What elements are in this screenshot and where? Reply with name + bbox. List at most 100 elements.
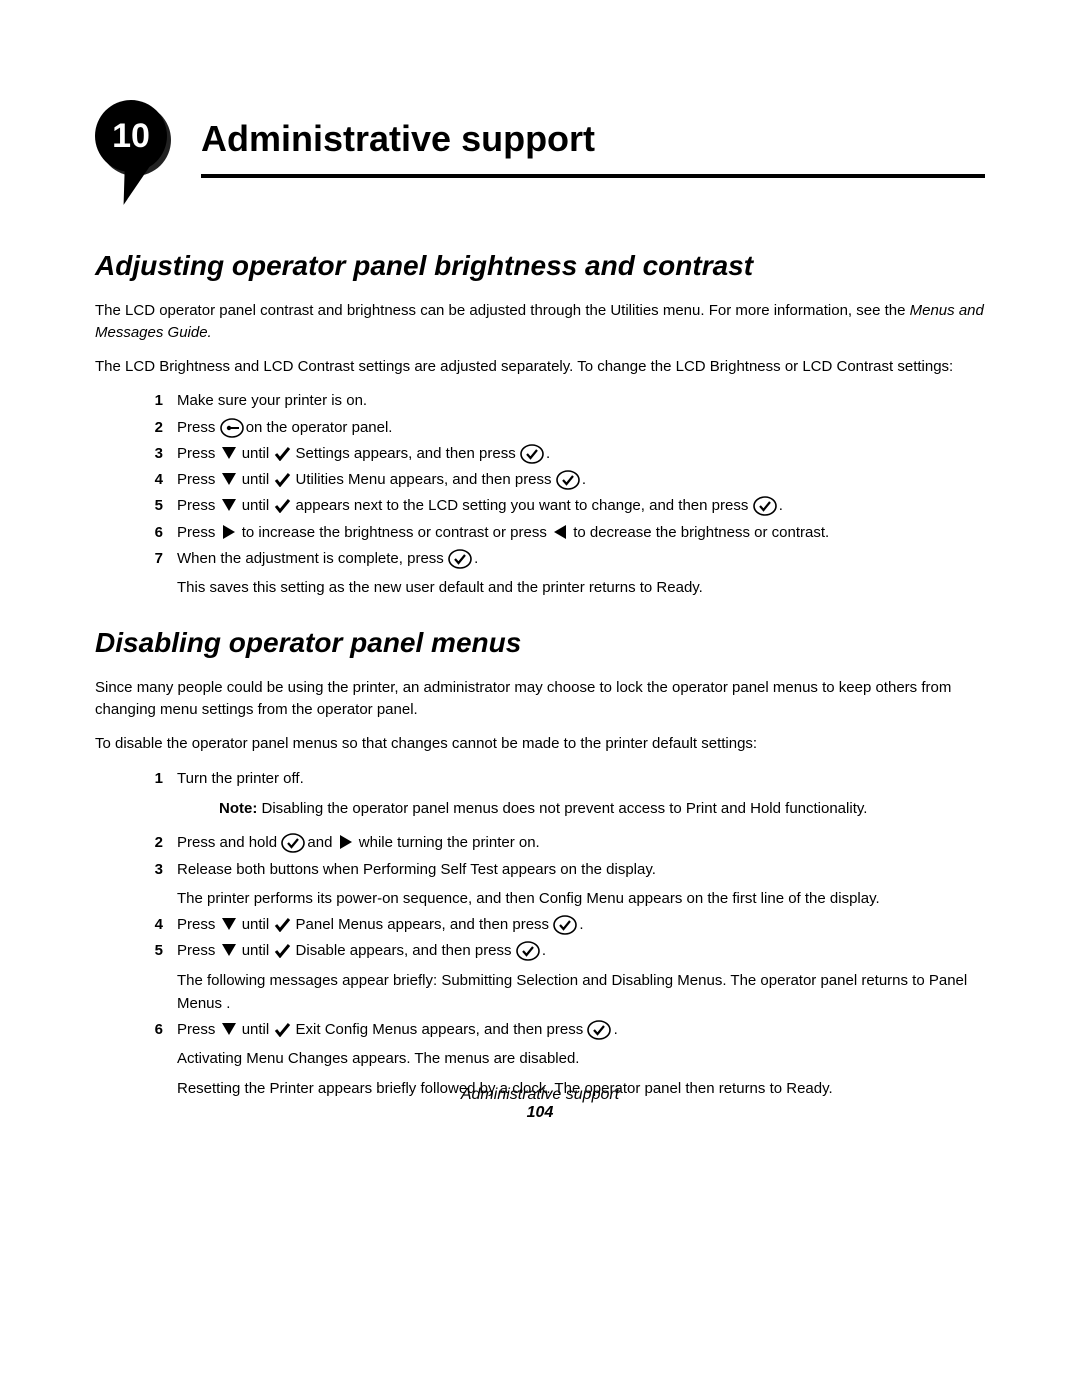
check-mark-icon — [273, 1021, 291, 1037]
step-subtext: Activating Menu Changes appears. The men… — [177, 1047, 985, 1070]
step-body: Press until Disable appears, and then pr… — [177, 939, 985, 1015]
menu-label: Performing Self Test — [363, 861, 498, 878]
list-item: 7 When the adjustment is complete, press… — [137, 547, 985, 600]
text: The operator panel returns to — [730, 972, 928, 989]
note-label: Note: — [219, 800, 257, 817]
step-subtext: The printer performs its power-on sequen… — [177, 887, 985, 910]
step-subtext: The following messages appear briefly: S… — [177, 969, 985, 1016]
text: on the operator panel. — [246, 419, 393, 436]
list-item: 5 Press until Disable appears, and then … — [137, 939, 985, 1015]
menu-label: Exit Config Menus — [296, 1021, 418, 1038]
text: . — [474, 550, 478, 567]
step-body: When the adjustment is complete, press .… — [177, 547, 985, 600]
ok-key-icon — [281, 833, 303, 851]
page: 10 Administrative support Adjusting oper… — [0, 0, 1080, 1170]
menu-label: Utilities Menu — [296, 471, 386, 488]
page-footer: Administrative support 104 — [0, 1086, 1080, 1122]
text: Press and hold — [177, 834, 281, 851]
right-arrow-icon — [337, 833, 355, 851]
section2-heading: Disabling operator panel menus — [95, 627, 985, 659]
section2-para1: Since many people could be using the pri… — [95, 677, 985, 721]
text: appears next to the LCD setting you want… — [296, 497, 753, 514]
step-body: Press until appears next to the LCD sett… — [177, 494, 985, 517]
list-item: 4 Press until Panel Menus appears, and t… — [137, 913, 985, 936]
ok-key-icon — [556, 470, 578, 488]
step-number: 3 — [137, 442, 163, 465]
chapter-number: 10 — [112, 117, 150, 156]
list-item: 3 Press until Settings appears, and then… — [137, 442, 985, 465]
step-number: 5 — [137, 494, 163, 517]
ok-key-icon — [553, 915, 575, 933]
menu-label: Settings — [296, 445, 350, 462]
text: . — [546, 445, 550, 462]
text: Press — [177, 497, 220, 514]
text: . — [579, 916, 583, 933]
text: . — [779, 497, 783, 514]
menu-label: Disabling Menus. — [611, 972, 726, 989]
text: until — [242, 471, 274, 488]
step-body: Release both buttons when Performing Sel… — [177, 858, 985, 911]
menu-label: Submitting Selection — [441, 972, 578, 989]
section2-para2: To disable the operator panel menus so t… — [95, 733, 985, 755]
menu-label: Activating Menu Changes — [177, 1050, 348, 1067]
check-mark-icon — [273, 445, 291, 461]
step-number: 4 — [137, 913, 163, 936]
step-number: 2 — [137, 416, 163, 439]
chapter-header: 10 Administrative support — [95, 100, 985, 220]
text: appears, and then press — [350, 942, 516, 959]
step-body: Press until Utilities Menu appears, and … — [177, 468, 985, 491]
step-number: 7 — [137, 547, 163, 600]
section1-para1-a: The LCD operator panel contrast and brig… — [95, 302, 910, 319]
text: to increase the brightness or contrast o… — [242, 524, 551, 541]
section1-heading: Adjusting operator panel brightness and … — [95, 250, 985, 282]
step-body: Press to increase the brightness or cont… — [177, 521, 985, 544]
text: until — [242, 916, 274, 933]
text: and — [582, 972, 611, 989]
list-item: 5 Press until appears next to the LCD se… — [137, 494, 985, 517]
menu-label: Panel Menus — [296, 916, 384, 933]
text: to decrease the brightness or contrast. — [573, 524, 829, 541]
text: and — [307, 834, 336, 851]
list-item: 1 Turn the printer off. Note: Disabling … — [137, 767, 985, 829]
text: Press — [177, 1021, 220, 1038]
step-number: 6 — [137, 521, 163, 544]
text: appears on the first line of the display… — [628, 890, 880, 907]
step-body: Press on the operator panel. — [177, 416, 985, 439]
footer-title: Administrative support — [0, 1086, 1080, 1104]
list-item: 3 Release both buttons when Performing S… — [137, 858, 985, 911]
text: appears. The menus are disabled. — [352, 1050, 579, 1067]
ok-key-icon — [753, 496, 775, 514]
step-subtext: This saves this setting as the new user … — [177, 576, 985, 599]
down-arrow-icon — [220, 1021, 238, 1037]
list-item: 6 Press to increase the brightness or co… — [137, 521, 985, 544]
text: . — [582, 471, 586, 488]
ok-key-icon — [516, 941, 538, 959]
down-arrow-icon — [220, 497, 238, 513]
right-arrow-icon — [220, 523, 238, 541]
section1-para1: The LCD operator panel contrast and brig… — [95, 300, 985, 344]
step-body: Turn the printer off. Note: Disabling th… — [177, 767, 985, 829]
list-item: 1 Make sure your printer is on. — [137, 389, 985, 412]
text: Press — [177, 445, 220, 462]
step-body: Make sure your printer is on. — [177, 389, 985, 412]
check-mark-icon — [273, 942, 291, 958]
list-item: 2 Press on the operator panel. — [137, 416, 985, 439]
check-mark-icon — [273, 471, 291, 487]
text: The printer performs its power-on sequen… — [177, 890, 539, 907]
text: until — [242, 1021, 274, 1038]
footer-page-number: 104 — [0, 1104, 1080, 1122]
step-number: 1 — [137, 389, 163, 412]
check-mark-icon — [273, 497, 291, 513]
text: Turn the printer off. — [177, 770, 304, 787]
text: Press — [177, 471, 220, 488]
text: appears on the display. — [502, 861, 656, 878]
check-mark-icon — [273, 916, 291, 932]
step-body: Press and hold and while turning the pri… — [177, 831, 985, 854]
down-arrow-icon — [220, 942, 238, 958]
step-note: Note: Disabling the operator panel menus… — [219, 798, 985, 821]
text: until — [242, 942, 274, 959]
note-text: Disabling the operator panel menus does … — [262, 800, 868, 817]
text: until — [242, 445, 274, 462]
step-number: 2 — [137, 831, 163, 854]
text: Release both buttons when — [177, 861, 363, 878]
